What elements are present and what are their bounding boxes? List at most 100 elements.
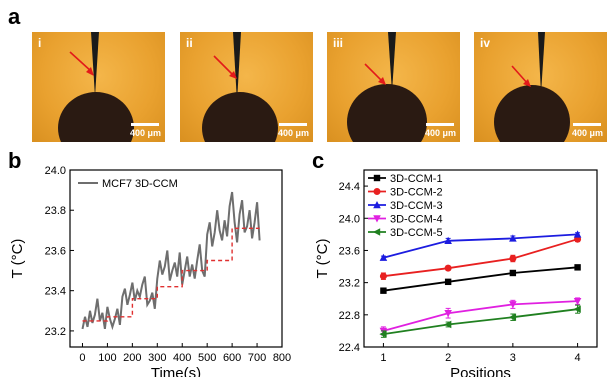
data-point (573, 297, 582, 306)
scale-bar (131, 123, 159, 126)
series-line (383, 238, 578, 278)
x-tick-label: 1 (380, 352, 386, 364)
y-tick-label: 23.2 (45, 326, 66, 338)
micrograph-iv: iv 400 μm (474, 32, 607, 142)
data-point (509, 269, 517, 277)
legend-label: 3D-CCM-2 (390, 187, 443, 199)
series-line (81, 191, 261, 331)
series-line (383, 266, 578, 292)
arrow-head (86, 67, 94, 76)
x-tick-label: 3 (510, 352, 516, 364)
scale-bar (426, 123, 454, 126)
y-tick-label: 23.6 (45, 245, 66, 257)
data-point (373, 201, 381, 209)
data-point (573, 230, 582, 238)
x-tick-label: 0 (79, 352, 85, 364)
arrow-head (523, 79, 531, 87)
scale-bar-label: 400 μm (571, 128, 603, 138)
y-tick-label: 24.0 (339, 213, 360, 225)
plot-frame (69, 169, 283, 348)
probe-tip (233, 32, 241, 102)
y-tick-label: 23.8 (45, 205, 66, 217)
data-point (509, 301, 517, 309)
x-tick-label: 100 (98, 352, 116, 364)
series-line (383, 300, 578, 332)
micrograph-ii: ii 400 μm (180, 32, 313, 142)
x-tick-label: 400 (173, 352, 191, 364)
arrow-head (378, 77, 386, 85)
probe-tip (388, 32, 396, 92)
spheroid (494, 85, 570, 142)
x-axis-label: Time(s) (151, 365, 201, 377)
micrograph-iii: iii 400 μm (327, 32, 460, 142)
y-axis-label: T (°C) (9, 239, 26, 279)
panel-a-letter: a (8, 4, 21, 29)
micrograph-i: i 400 μm (32, 32, 165, 142)
y-tick-label: 22.4 (339, 342, 360, 354)
data-point (444, 236, 452, 244)
scale-bar-label: 400 μm (424, 128, 456, 138)
spheroid (347, 84, 427, 142)
arrow-line (511, 65, 529, 85)
scale-bar-label: 400 μm (129, 128, 161, 138)
y-tick-label: 23.6 (339, 245, 360, 257)
legend-label: MCF7 3D-CCM (102, 178, 178, 190)
data-point (380, 287, 387, 294)
micrograph-label: ii (186, 36, 193, 50)
x-tick-label: 800 (273, 352, 291, 364)
step-fit-line (82, 227, 260, 322)
scale-bar (573, 123, 601, 126)
panel-c-letter: c (312, 148, 325, 173)
arrow-line (364, 63, 384, 83)
spheroid (202, 92, 278, 142)
series-line (383, 233, 578, 259)
y-tick-label: 23.2 (339, 278, 360, 290)
y-tick-label: 22.8 (339, 310, 360, 322)
data-point (444, 320, 452, 329)
data-point (444, 310, 452, 318)
legend-label: 3D-CCM-1 (390, 173, 443, 185)
chart-b-time-trace: 0 100 200 300 400 500 600 700 800 23.2 23.4 23.6 23.… (9, 165, 291, 377)
chart-c-positions: 1 2 3 4 22.4 22.8 23.2 23.6 24.0 24.4 Positions T (… (314, 169, 598, 377)
x-axis-label: Positions (450, 365, 511, 377)
data-point (509, 234, 517, 242)
micrograph-label: iv (480, 36, 491, 50)
data-point (509, 255, 517, 262)
data-point (444, 264, 452, 272)
data-point (379, 272, 387, 280)
micrograph-label: iii (333, 36, 344, 50)
scale-bar (279, 123, 307, 126)
x-tick-label: 500 (198, 352, 216, 364)
scale-bar-label: 400 μm (277, 128, 309, 138)
data-point (379, 253, 388, 261)
data-point (574, 264, 581, 271)
x-tick-label: 700 (248, 352, 266, 364)
data-point (373, 215, 381, 223)
x-tick-label: 300 (148, 352, 166, 364)
data-point (573, 305, 581, 313)
data-point (444, 278, 452, 286)
y-tick-label: 24.0 (45, 165, 66, 177)
arrow-head (229, 71, 237, 79)
series-line (383, 308, 578, 335)
x-tick-label: 4 (575, 352, 581, 364)
y-tick-label: 24.4 (339, 181, 360, 193)
legend-label: 3D-CCM-3 (390, 200, 443, 212)
x-tick-label: 200 (123, 352, 141, 364)
y-tick-label: 23.4 (45, 286, 66, 298)
spheroid (58, 92, 134, 142)
data-point (508, 313, 517, 322)
x-tick-label: 600 (223, 352, 241, 364)
data-point (373, 174, 381, 182)
data-point (379, 330, 387, 338)
micrograph-label: i (38, 36, 42, 50)
legend-label: 3D-CCM-5 (390, 227, 443, 239)
x-tick-label: 2 (445, 352, 451, 364)
arrow-line (69, 51, 93, 73)
legend-label: 3D-CCM-4 (390, 214, 443, 226)
probe-tip (91, 32, 99, 97)
probe-tip (538, 32, 545, 94)
plot-frame (363, 169, 598, 348)
arrow-line (213, 55, 235, 77)
data-point (373, 228, 381, 236)
